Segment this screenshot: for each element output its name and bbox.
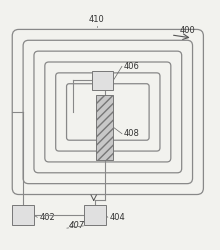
Bar	[12, 205, 34, 225]
Text: 406: 406	[124, 62, 140, 71]
Bar	[84, 205, 106, 225]
Text: 402: 402	[39, 213, 55, 222]
Text: 407: 407	[69, 221, 85, 230]
Text: 404: 404	[110, 213, 126, 222]
Text: 410: 410	[89, 15, 105, 24]
Text: 400: 400	[180, 26, 195, 35]
Bar	[92, 71, 113, 90]
Bar	[96, 94, 113, 160]
Text: 408: 408	[124, 129, 140, 138]
